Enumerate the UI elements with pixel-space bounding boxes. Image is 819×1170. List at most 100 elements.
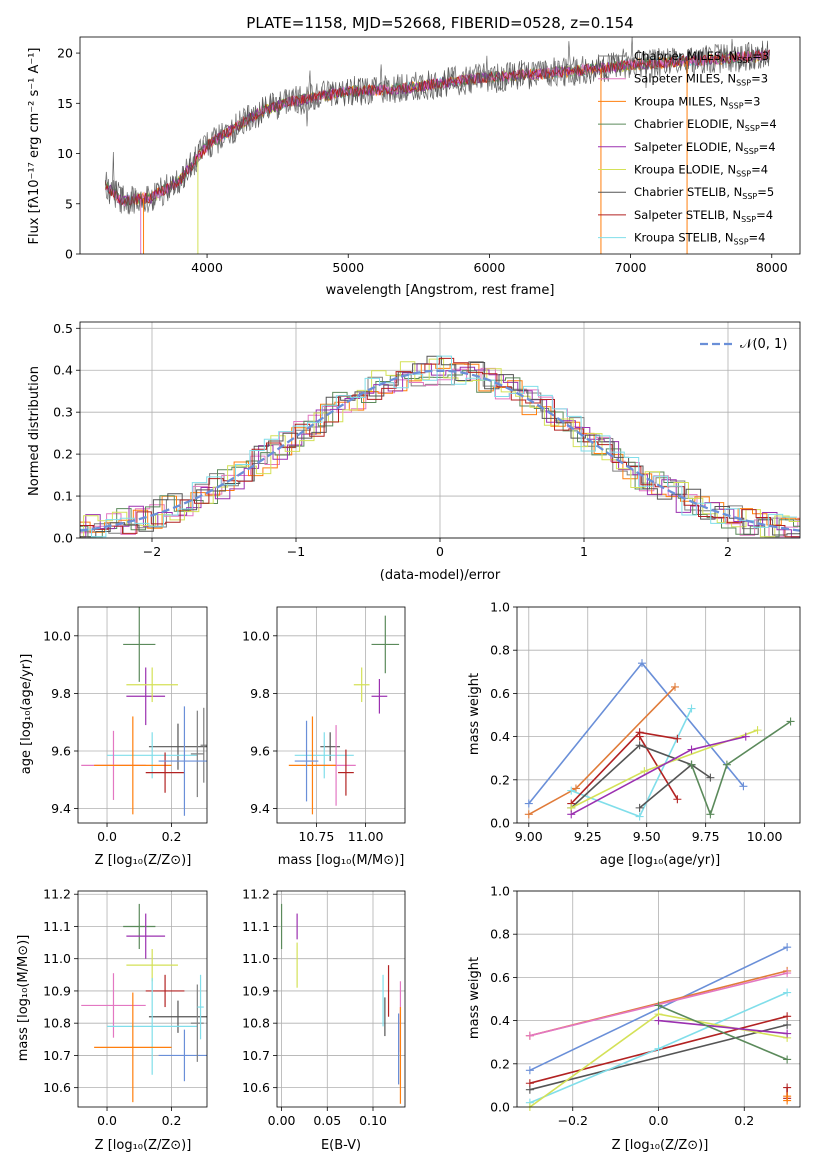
legend-label: Kroupa ELODIE, NSSP=4 [634, 163, 768, 179]
weight-marker [524, 799, 533, 808]
legend-label: Chabrier STELIB, NSSP=5 [634, 185, 774, 201]
legend-subscript: SSP [745, 124, 760, 133]
mass-vs-Z-axes: 0.0 0.2 10.6 10.7 10.8 10.9 11.0 11.1 11.2 [43, 887, 207, 1128]
legend-label: Kroupa MILES, NSSP=3 [634, 94, 760, 110]
residuals-ylabel: Normed distribution [27, 366, 42, 496]
weight-marker [783, 969, 792, 978]
weight-marker [687, 704, 696, 713]
y-tick-label: 0.1 [53, 489, 73, 504]
y-tick-label: 0.8 [490, 927, 510, 942]
weight-line [528, 661, 745, 805]
weight-line [658, 1004, 788, 1061]
legend-subscript: SSP [736, 170, 751, 179]
histogram-step [80, 358, 800, 538]
legend-subscript: SSP [737, 56, 752, 65]
mass-vs-ebv-axes: 0.00 0.05 0.10 10.6 10.7 10.8 10.9 11.0 11.1 11.2 [242, 887, 405, 1128]
legend-text: Kroupa ELODIE, N [634, 163, 736, 177]
mass-vs-Z-frame [77, 890, 208, 1108]
weight-vs-age-axes: 9.00 9.25 9.50 9.75 10.00 0.0 0.2 0.4 0.6 0.8 1.0 [490, 600, 800, 844]
legend-text: Salpeter MILES, N [634, 72, 736, 86]
legend-subscript: SSP [729, 101, 744, 110]
x-tick-label: −2 [143, 544, 161, 559]
x-tick-label: 4000 [191, 260, 223, 275]
x-tick-label: 1 [580, 544, 588, 559]
legend-value: =4 [751, 163, 768, 177]
age-mass-panel: mass [log₁₀(M/M⊙)] [278, 853, 405, 868]
x-tick-label: 9.00 [515, 829, 543, 844]
y-tick-label: 0.6 [490, 686, 510, 701]
age-z-panel: Z [log₁₀(Z/Z⊙)] age [log₁₀(age/yr)] [19, 654, 191, 868]
y-tick-label: 10 [57, 146, 73, 161]
x-tick-label: 0.10 [359, 1113, 387, 1128]
mass-ebv-xlabel: E(B-V) [321, 1138, 361, 1153]
weight-vs-age-frame [516, 606, 801, 824]
histogram-step [80, 355, 798, 538]
weight-marker [783, 988, 792, 997]
y-tick-label: 0.2 [53, 447, 73, 462]
weight-vs-Z-axes: −0.2 0.0 0.2 0.0 0.2 0.4 0.6 0.8 1.0 [490, 884, 800, 1128]
y-tick-label: 10.6 [242, 1080, 270, 1095]
y-tick-label: 9.6 [250, 744, 270, 759]
weight-marker [741, 732, 750, 741]
weight-marker [783, 1092, 792, 1101]
y-tick-label: 9.6 [51, 744, 71, 759]
weight-marker [739, 782, 748, 791]
y-tick-label: 11.2 [43, 887, 71, 902]
x-tick-label: 0.0 [649, 1113, 669, 1128]
weight-marker [567, 810, 576, 819]
weight-marker [654, 1044, 663, 1053]
age-vs-mass-frame [276, 606, 406, 824]
x-tick-label: 5000 [332, 260, 364, 275]
weight-marker [635, 812, 644, 821]
legend-value: =4 [760, 117, 777, 131]
y-tick-label: 0.4 [490, 729, 510, 744]
x-tick-label: 0.0 [97, 1113, 117, 1128]
y-tick-label: 9.4 [250, 801, 270, 816]
weight-age-ylabel: mass weight [467, 673, 482, 755]
legend-label: Salpeter MILES, NSSP=3 [634, 72, 768, 88]
y-tick-label: 0.0 [490, 1100, 510, 1115]
y-tick-label: 0.0 [53, 531, 73, 546]
y-tick-label: 11.1 [242, 919, 270, 934]
legend-label: Kroupa STELIB, NSSP=4 [634, 231, 765, 247]
mass-ebv-panel: E(B-V) [321, 1138, 361, 1153]
legend-subscript: SSP [744, 147, 759, 156]
mass-z-xlabel: Z [log₁₀(Z/Z⊙)] [95, 1138, 192, 1153]
y-tick-label: 0.0 [490, 816, 510, 831]
age-mass-xlabel: mass [log₁₀(M/M⊙)] [278, 853, 405, 868]
y-tick-label: 10.0 [242, 628, 270, 643]
weight-marker [783, 1055, 792, 1064]
weight-marker [525, 1085, 534, 1094]
weight-line [639, 764, 693, 809]
y-tick-label: 0.8 [490, 643, 510, 658]
weight-z-panel: Z [log₁₀(Z/Z⊙)] mass weight [467, 957, 708, 1153]
legend-value: =4 [759, 140, 776, 154]
weight-z-ylabel: mass weight [467, 957, 482, 1039]
y-tick-label: 10.0 [43, 628, 71, 643]
weight-marker [654, 1016, 663, 1025]
y-tick-label: 20 [57, 46, 73, 61]
x-tick-label: 0.00 [268, 1113, 296, 1128]
x-tick-label: 9.75 [692, 829, 720, 844]
mass-z-ylabel: mass [log₁₀(M/M⊙)] [16, 935, 31, 1062]
weight-marker [783, 1083, 792, 1092]
age-vs-mass-axes: 10.75 11.00 9.4 9.6 9.8 10.0 [242, 607, 405, 844]
legend-text: Chabrier MILES, N [634, 49, 737, 63]
weight-marker [571, 784, 580, 793]
y-tick-label: 0.2 [490, 1056, 510, 1071]
spectrum-line [104, 49, 770, 207]
x-tick-label: 0.2 [162, 1113, 182, 1128]
age-z-xlabel: Z [log₁₀(Z/Z⊙)] [95, 853, 192, 868]
gaussian-curve [80, 369, 800, 532]
weight-marker [654, 1001, 663, 1010]
weight-marker [687, 745, 696, 754]
weight-line [658, 1019, 788, 1035]
legend-text: Chabrier ELODIE, N [634, 117, 745, 131]
legend-text: Salpeter STELIB, N [634, 208, 741, 222]
spectrum-xlabel: wavelength [Angstrom, rest frame] [326, 283, 555, 298]
y-tick-label: 0.4 [53, 363, 73, 378]
weight-marker [783, 1029, 792, 1038]
y-tick-label: 10.8 [242, 1016, 270, 1031]
x-tick-label: 0.2 [162, 829, 182, 844]
